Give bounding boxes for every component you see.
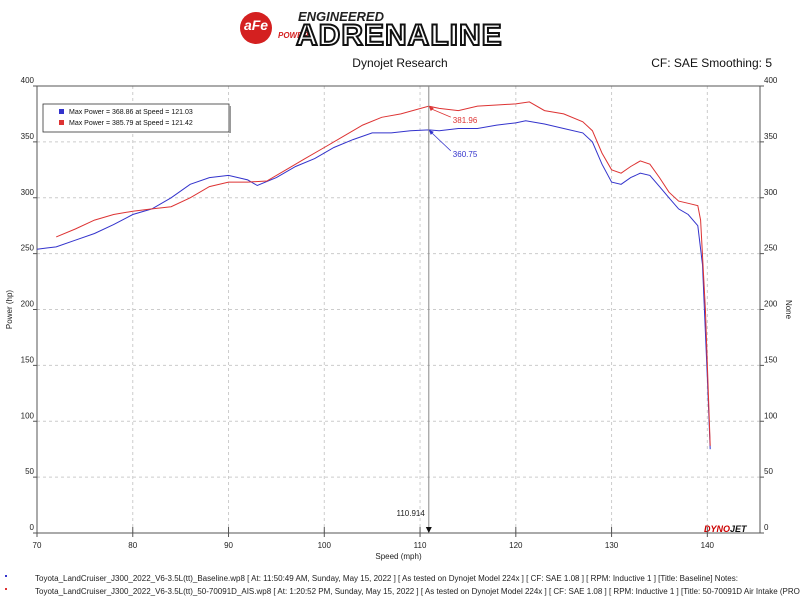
y-tick-label: 400 bbox=[21, 76, 35, 85]
grid bbox=[36, 85, 760, 534]
y-tick-label: 200 bbox=[21, 300, 35, 309]
y-tick-label: 50 bbox=[25, 467, 34, 476]
cursor-value: 360.75 bbox=[453, 150, 478, 159]
watermark: DYNOJET bbox=[704, 524, 748, 534]
run-info: Toyota_LandCruiser_J300_2022_V6-3.5L(tt)… bbox=[35, 587, 800, 596]
y2-tick-label: 300 bbox=[764, 188, 778, 197]
logo-sub: POWER bbox=[278, 31, 308, 40]
y-tick-label: 0 bbox=[30, 523, 35, 532]
x-axis-label: Speed (mph) bbox=[375, 552, 422, 561]
x-tick-label: 70 bbox=[33, 541, 42, 550]
legend: Max Power = 368.86 at Speed = 121.03 Max … bbox=[42, 103, 231, 133]
run-marker bbox=[5, 588, 7, 590]
y2-tick-label: 50 bbox=[764, 467, 773, 476]
legend-swatch bbox=[59, 120, 64, 125]
x-tick-label: 140 bbox=[701, 541, 715, 550]
x-tick-label: 110 bbox=[414, 541, 427, 550]
cursor-point bbox=[428, 129, 434, 135]
y-tick-label: 150 bbox=[21, 355, 35, 364]
legend-label: Max Power = 368.86 at Speed = 121.03 bbox=[69, 109, 193, 116]
y-tick-label: 300 bbox=[21, 188, 35, 197]
y2-tick-label: 250 bbox=[764, 244, 778, 253]
legend-swatch bbox=[59, 109, 64, 114]
x-tick-label: 120 bbox=[509, 541, 523, 550]
x-tick-label: 100 bbox=[318, 541, 332, 550]
source: Dynojet Research bbox=[352, 56, 447, 70]
cursor-leader bbox=[431, 132, 452, 152]
y2-tick-label: 200 bbox=[764, 300, 778, 309]
run-marker bbox=[5, 575, 7, 577]
y2-tick-label: 100 bbox=[764, 411, 778, 420]
x-tick-label: 80 bbox=[128, 541, 137, 550]
logo-brand: aFe bbox=[244, 17, 268, 33]
cursor-value: 381.96 bbox=[453, 116, 478, 125]
y-tick-label: 100 bbox=[21, 411, 35, 420]
y2-axis-label: None bbox=[784, 300, 793, 320]
legend-label: Max Power = 385.79 at Speed = 121.42 bbox=[69, 120, 193, 127]
y2-tick-label: 350 bbox=[764, 132, 778, 141]
x-tick-label: 130 bbox=[605, 541, 619, 550]
watermark-a: DYNO bbox=[704, 524, 730, 534]
y-axis-label: Power (hp) bbox=[5, 290, 14, 329]
cursor-point bbox=[428, 106, 434, 112]
watermark-b: JET bbox=[730, 524, 748, 534]
y-tick-label: 350 bbox=[21, 132, 35, 141]
cursor-marker bbox=[425, 527, 432, 533]
settings: CF: SAE Smoothing: 5 bbox=[651, 56, 772, 70]
watermark-text: DYNOJET bbox=[704, 524, 748, 534]
y2-tick-label: 150 bbox=[764, 355, 778, 364]
cursor-label: 110.914 bbox=[396, 509, 425, 518]
cursor-leader bbox=[431, 108, 451, 118]
series-line bbox=[56, 101, 711, 446]
y-tick-label: 250 bbox=[21, 244, 35, 253]
tagline: ADRENALINE bbox=[296, 19, 503, 52]
run-info: Toyota_LandCruiser_J300_2022_V6-3.5L(tt)… bbox=[35, 574, 738, 583]
y2-tick-label: 400 bbox=[764, 76, 778, 85]
y2-tick-label: 0 bbox=[764, 523, 769, 532]
tagline-top: ENGINEERED bbox=[298, 9, 385, 24]
legend-box bbox=[42, 103, 230, 133]
series-line bbox=[36, 120, 711, 450]
x-tick-label: 90 bbox=[224, 541, 233, 550]
logo-badge bbox=[240, 12, 272, 44]
